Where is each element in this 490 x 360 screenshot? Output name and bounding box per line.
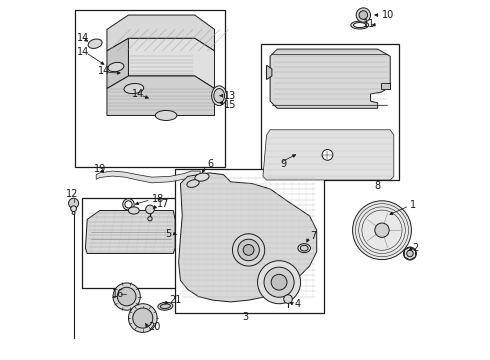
Text: 20: 20	[148, 322, 161, 332]
Circle shape	[322, 149, 333, 160]
Text: 1: 1	[410, 200, 416, 210]
Circle shape	[356, 8, 370, 22]
Ellipse shape	[298, 244, 311, 253]
Bar	[175, 169, 324, 313]
Circle shape	[69, 198, 78, 208]
Text: 14: 14	[77, 33, 89, 43]
Circle shape	[148, 217, 152, 221]
Circle shape	[407, 250, 413, 257]
Polygon shape	[404, 247, 416, 260]
Ellipse shape	[300, 245, 308, 251]
Text: 5: 5	[166, 229, 171, 239]
Circle shape	[113, 283, 140, 310]
Ellipse shape	[108, 62, 124, 72]
Ellipse shape	[128, 207, 139, 214]
Text: 12: 12	[67, 189, 79, 199]
Text: 13: 13	[224, 91, 237, 101]
Circle shape	[359, 11, 368, 19]
Polygon shape	[96, 171, 200, 183]
Text: 4: 4	[294, 299, 300, 309]
Text: 6: 6	[208, 159, 214, 169]
Polygon shape	[128, 39, 215, 89]
Circle shape	[128, 304, 157, 332]
Circle shape	[264, 267, 294, 297]
Text: 10: 10	[382, 10, 394, 20]
Circle shape	[72, 212, 75, 215]
Circle shape	[146, 205, 154, 214]
Polygon shape	[107, 15, 215, 51]
Ellipse shape	[351, 21, 368, 29]
Text: 17: 17	[157, 199, 170, 210]
Text: 19: 19	[95, 164, 107, 174]
Text: 15: 15	[224, 100, 237, 110]
Ellipse shape	[124, 84, 144, 94]
Circle shape	[232, 234, 265, 266]
Bar	[261, 44, 399, 180]
Polygon shape	[263, 130, 394, 180]
Circle shape	[284, 295, 293, 303]
Circle shape	[271, 274, 287, 290]
Ellipse shape	[155, 111, 177, 121]
Text: 21: 21	[169, 295, 181, 305]
Bar	[74, 10, 225, 167]
Text: 14: 14	[132, 89, 144, 99]
Circle shape	[258, 261, 300, 304]
Circle shape	[353, 201, 412, 260]
Circle shape	[375, 223, 389, 237]
Ellipse shape	[160, 304, 171, 309]
Ellipse shape	[88, 39, 102, 49]
Ellipse shape	[353, 23, 366, 28]
Text: 3: 3	[242, 312, 248, 322]
Text: 11: 11	[363, 19, 375, 29]
Text: 14: 14	[77, 46, 89, 57]
Circle shape	[71, 206, 76, 212]
Circle shape	[122, 199, 134, 210]
Polygon shape	[179, 173, 317, 302]
Ellipse shape	[195, 173, 209, 181]
Polygon shape	[85, 211, 175, 253]
Ellipse shape	[187, 180, 199, 188]
Circle shape	[133, 308, 153, 328]
Text: 16: 16	[112, 289, 124, 299]
Circle shape	[117, 287, 136, 306]
Text: 2: 2	[412, 243, 418, 253]
Text: 9: 9	[281, 159, 287, 169]
Text: 18: 18	[152, 194, 164, 204]
Circle shape	[125, 201, 132, 208]
Polygon shape	[107, 76, 215, 116]
Circle shape	[403, 247, 416, 260]
Polygon shape	[270, 49, 390, 108]
Polygon shape	[107, 39, 128, 89]
Circle shape	[238, 239, 259, 261]
Text: 8: 8	[374, 181, 380, 192]
Ellipse shape	[214, 89, 224, 103]
Circle shape	[406, 249, 414, 258]
Polygon shape	[381, 83, 390, 89]
Circle shape	[243, 244, 254, 255]
Text: 14: 14	[98, 66, 110, 76]
Bar	[82, 198, 180, 288]
Text: 7: 7	[310, 231, 317, 240]
Polygon shape	[267, 65, 272, 80]
Ellipse shape	[212, 86, 227, 105]
Ellipse shape	[158, 302, 173, 310]
